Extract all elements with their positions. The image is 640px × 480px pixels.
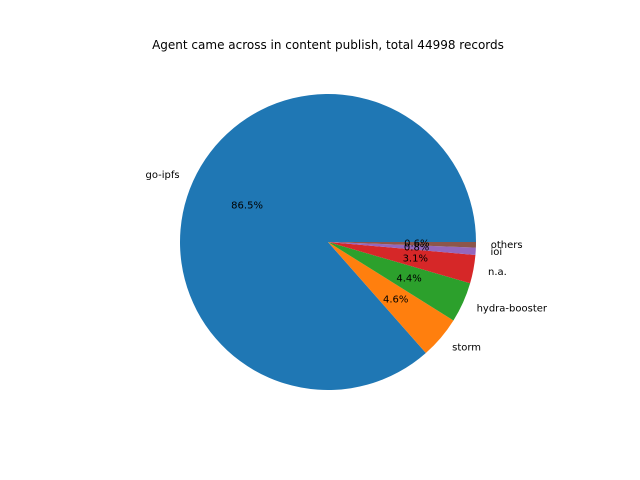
pie-labels: go-ipfs 86.5% storm 4.6% hydra-booster 4.4% n.… (145, 170, 547, 353)
slice-label: storm (452, 342, 481, 353)
slice-label: hydra-booster (477, 304, 548, 315)
slice-percent-label: 0.6% (404, 239, 429, 250)
slice-percent-label: 3.1% (403, 253, 428, 264)
pie-slice-storm (328, 242, 454, 354)
slice-percent-label: 86.5% (231, 200, 263, 211)
pie-slice-others (328, 242, 476, 248)
pie-slice-hydra-booster (328, 242, 471, 321)
slice-label: n.a. (488, 267, 507, 278)
slice-label: others (491, 240, 523, 251)
slice-percent-label: 4.4% (396, 273, 421, 284)
slice-label: ioi (490, 247, 502, 258)
pie-slice-ioi (328, 242, 476, 256)
chart-title: Agent came across in content publish, to… (152, 38, 504, 52)
slice-label: go-ipfs (145, 170, 179, 181)
slice-percent-label: 4.6% (383, 294, 408, 305)
slice-percent-label: 0.8% (404, 243, 429, 254)
pie-slices (179, 94, 476, 391)
pie-slice-n-a- (328, 242, 476, 284)
